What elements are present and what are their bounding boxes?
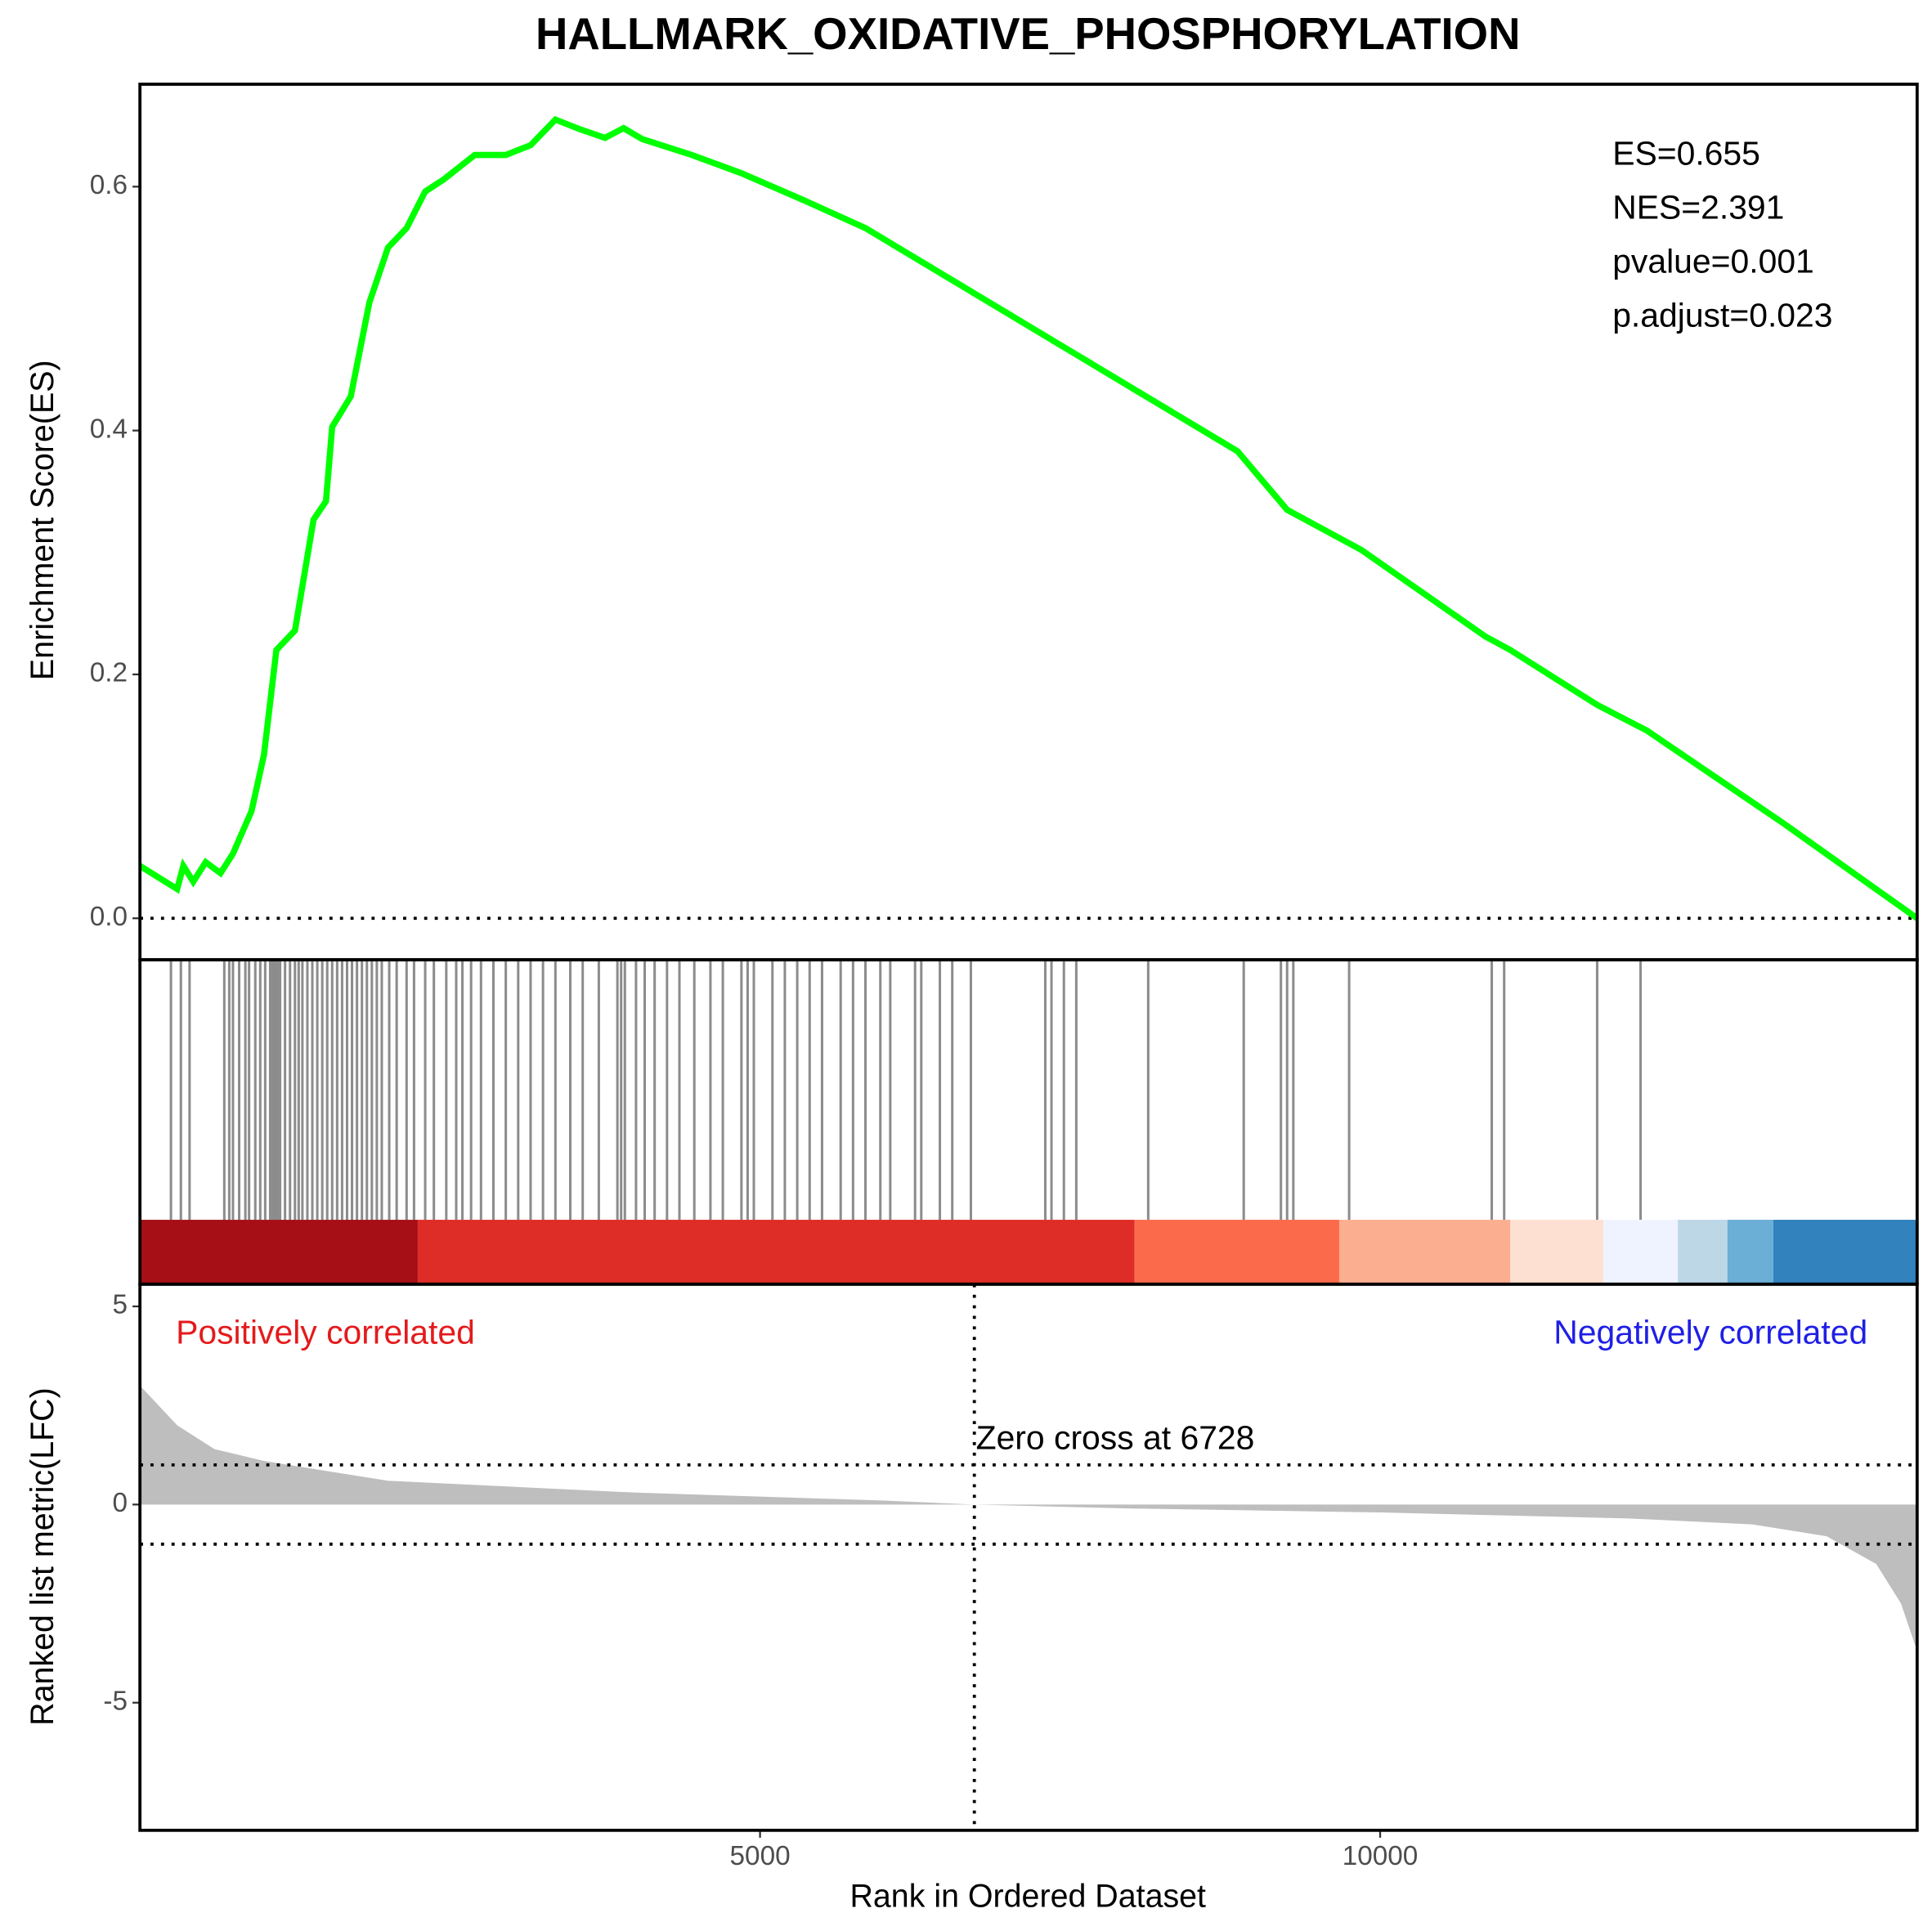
y-tick-label: 0.6 [90, 170, 128, 200]
panel-border [138, 1282, 1919, 1832]
color-band [1603, 1220, 1679, 1284]
x-tick-label: 10000 [1343, 1841, 1419, 1871]
color-band [417, 1220, 1135, 1284]
annotation: Positively correlated [176, 1314, 475, 1351]
y-tick-label: 0.0 [90, 902, 128, 932]
annotation: Zero cross at 6728 [976, 1418, 1255, 1456]
color-band [1727, 1220, 1773, 1284]
annotation: pvalue=0.001 [1612, 242, 1814, 280]
y-axis-label: Ranked list metric(LFC) [25, 1387, 61, 1726]
x-tick-label: 5000 [730, 1841, 791, 1871]
color-band [1134, 1220, 1339, 1284]
y-tick-label: 0 [112, 1488, 128, 1518]
es-line [138, 115, 1920, 921]
color-band [140, 1220, 418, 1284]
y-tick-label: 0.2 [90, 658, 128, 688]
color-band [1773, 1220, 1917, 1284]
chart-title: HALLMARK_OXIDATIVE_PHOSPHORYLATION [536, 9, 1520, 59]
color-band [1678, 1220, 1728, 1284]
y-axis-label: Enrichment Score(ES) [25, 360, 61, 680]
annotation: ES=0.655 [1612, 135, 1760, 172]
annotation: Negatively correlated [1553, 1314, 1867, 1351]
x-axis-label: Rank in Ordered Dataset [849, 1879, 1206, 1915]
y-tick-label: 0.4 [90, 414, 128, 444]
y-tick-label: 5 [112, 1290, 128, 1320]
annotation: NES=2.391 [1612, 189, 1784, 226]
color-band [1510, 1220, 1604, 1284]
color-band [1338, 1220, 1511, 1284]
annotation: p.adjust=0.023 [1612, 296, 1832, 334]
y-tick-label: -5 [103, 1687, 128, 1717]
